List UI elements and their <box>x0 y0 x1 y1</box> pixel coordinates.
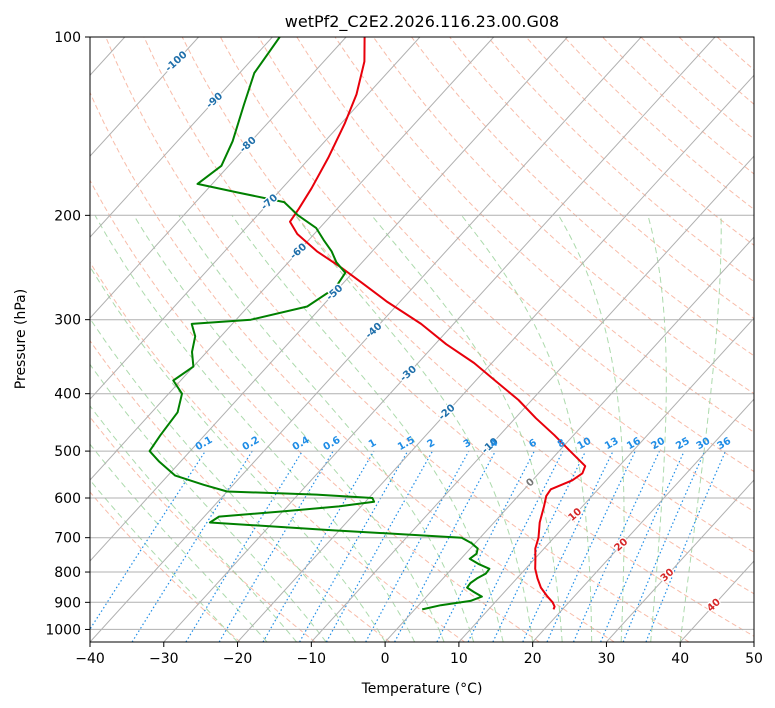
mixing-ratio-label: 8 <box>556 437 568 450</box>
mixing-ratio-line <box>467 450 564 642</box>
temperature-profile <box>289 37 587 610</box>
isotherm-line <box>384 236 754 642</box>
dry-adiabat-line <box>411 37 754 357</box>
mixing-ratio-line <box>299 450 409 642</box>
y-tick-label: 600 <box>54 491 81 507</box>
x-tick-label: 10 <box>450 651 468 667</box>
mixing-ratio-label: 1 <box>367 437 379 450</box>
y-axis: 100 200 300 400 500 600 700 800 900 1000 <box>45 30 90 638</box>
moist-adiabat-line <box>231 215 504 642</box>
isotherm-line <box>606 479 754 642</box>
isotherm-line <box>90 37 347 319</box>
x-tick-label: 20 <box>524 651 542 667</box>
y-tick-label: 800 <box>54 565 81 581</box>
isotherm-line <box>90 37 642 642</box>
moist-adiabat-line <box>90 405 297 642</box>
mixing-ratio-line <box>185 450 303 642</box>
moist-adiabat-line <box>133 215 445 642</box>
isotherm-line <box>90 37 421 400</box>
mixing-ratio-line <box>436 450 535 642</box>
dry-adiabat-line <box>90 179 540 642</box>
x-axis-label: Temperature (°C) <box>361 681 483 697</box>
dry-adiabat-line <box>258 37 754 513</box>
isobar-gridlines <box>90 37 754 630</box>
y-tick-label: 200 <box>54 208 81 224</box>
moist-adiabat-line <box>90 479 238 642</box>
mixing-ratio-line <box>131 450 253 642</box>
mixing-ratio-line <box>365 450 470 642</box>
y-tick-label: 1000 <box>45 622 81 638</box>
y-axis-label: Pressure (hPa) <box>13 289 29 389</box>
moist-adiabat-line <box>679 215 722 642</box>
y-tick-label: 700 <box>54 531 81 547</box>
dry-adiabat-line <box>219 37 754 553</box>
mixing-ratio-line <box>622 450 706 642</box>
isotherms <box>90 37 754 642</box>
x-tick-label: 30 <box>598 651 616 667</box>
mixing-ratio-line <box>90 450 206 631</box>
dry-adiabat-line <box>449 37 754 320</box>
x-tick-label: 40 <box>671 651 689 667</box>
dry-adiabat-line <box>334 37 754 433</box>
y-tick-label: 100 <box>54 30 81 46</box>
dry-adiabat-line <box>181 37 754 595</box>
sounding-profiles <box>148 37 587 611</box>
mixing-ratio-label: 4 <box>488 437 500 450</box>
x-axis: −40 −30 −20 −10 0 10 20 30 40 50 <box>75 642 763 667</box>
dry-adiabat-line <box>296 37 754 473</box>
moist-adiabat-line <box>90 443 268 642</box>
mixing-ratio-line <box>572 450 661 642</box>
isotherm-line <box>237 74 754 642</box>
y-tick-label: 900 <box>54 595 81 611</box>
x-tick-label: −40 <box>75 651 105 667</box>
x-tick-label: −30 <box>149 651 179 667</box>
plot-frame <box>89 36 755 643</box>
y-tick-label: 500 <box>54 444 81 460</box>
dry-adiabat-line <box>105 37 690 642</box>
dewpoint-profile <box>148 37 491 611</box>
mixing-ratio-line <box>325 450 434 642</box>
isotherm-line <box>458 317 754 642</box>
x-tick-label: −10 <box>297 651 327 667</box>
moist-adiabat-line <box>90 317 357 642</box>
chart-title: wetPf2_C2E2.2026.116.23.00.G08 <box>285 12 559 32</box>
isotherm-line <box>310 155 754 642</box>
y-tick-label: 300 <box>54 313 81 329</box>
isotherm-line <box>532 398 754 642</box>
y-tick-label: 400 <box>54 387 81 403</box>
mixing-ratio-label: 3 <box>462 437 474 450</box>
isotherm-line <box>90 37 199 157</box>
mixing-ratio-line <box>600 450 685 642</box>
isotherm-line <box>90 37 568 562</box>
moist-adiabat-line <box>461 214 593 642</box>
moist-adiabat-line <box>90 265 386 642</box>
dry-adiabat-line <box>90 416 316 642</box>
mixing-ratio-line <box>394 450 496 642</box>
x-tick-label: 50 <box>745 651 763 667</box>
mixing-ratio-label: 6 <box>527 437 539 450</box>
x-tick-label: −20 <box>223 651 253 667</box>
mixing-ratio-lines <box>90 450 727 642</box>
dry-adiabat-line <box>90 261 465 642</box>
mixing-ratio-label: 2 <box>425 437 437 450</box>
moist-adiabat-line <box>647 215 667 642</box>
isotherm-line <box>90 37 273 238</box>
x-tick-label: 0 <box>381 651 390 667</box>
moist-adiabat-line <box>558 215 625 642</box>
isotherm-line <box>90 37 495 481</box>
